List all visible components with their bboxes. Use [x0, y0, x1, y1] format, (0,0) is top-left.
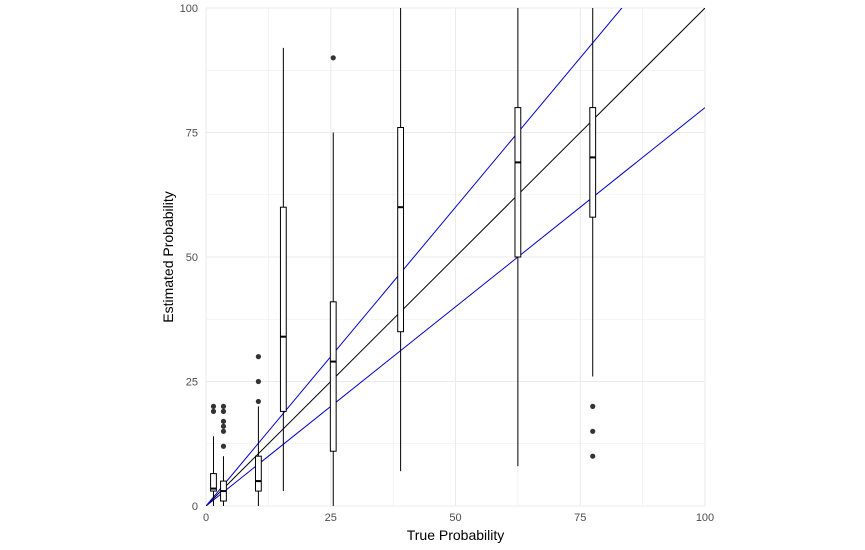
box-1	[220, 403, 227, 506]
box-4	[329, 55, 337, 506]
x-axis-ticks: 0 25 50 75 100	[203, 512, 714, 524]
outlier-point	[220, 418, 227, 424]
box-6	[514, 8, 522, 467]
outlier-point	[220, 428, 227, 434]
x-tick-label: 25	[325, 512, 337, 524]
box-body	[329, 301, 337, 452]
box-2	[254, 354, 262, 506]
x-tick-label: 50	[449, 512, 461, 524]
outlier-point	[590, 403, 596, 409]
x-axis-title: True Probability	[407, 527, 505, 543]
box-3	[279, 47, 287, 492]
y-tick-label: 75	[186, 128, 198, 140]
outlier-point	[330, 55, 336, 61]
y-tick-label: 50	[186, 252, 198, 264]
box-7	[589, 8, 597, 459]
upper-bound-line	[206, 8, 623, 506]
box-0	[210, 403, 217, 506]
lower-bound-line	[206, 107, 705, 506]
outlier-point	[220, 423, 227, 429]
x-tick-label: 75	[574, 512, 586, 524]
y-tick-label: 0	[192, 501, 198, 513]
outlier-point	[210, 403, 217, 409]
outlier-point	[220, 443, 227, 449]
grid-lines	[205, 7, 706, 507]
outlier-point	[590, 428, 596, 434]
outlier-point	[255, 354, 261, 360]
outlier-point	[220, 408, 227, 414]
outlier-point	[220, 403, 227, 409]
x-tick-label: 0	[203, 512, 209, 524]
box-5	[397, 8, 405, 472]
box-series	[210, 8, 597, 506]
outlier-point	[255, 378, 261, 385]
y-tick-label: 25	[186, 377, 198, 389]
outlier-point	[255, 398, 261, 405]
box-body	[210, 473, 217, 492]
box-body	[397, 127, 405, 333]
y-axis-title: Estimated Probability	[160, 191, 176, 323]
box-body	[254, 455, 262, 492]
identity-line	[206, 8, 705, 506]
outlier-point	[210, 408, 217, 414]
y-tick-label: 100	[180, 3, 198, 15]
x-tick-label: 100	[696, 512, 714, 524]
box-body	[589, 107, 597, 218]
box-body	[279, 206, 287, 412]
reference-lines	[206, 8, 705, 506]
outlier-point	[590, 453, 596, 459]
box-body	[514, 107, 522, 258]
y-axis-ticks: 0 25 50 75 100	[180, 3, 198, 513]
